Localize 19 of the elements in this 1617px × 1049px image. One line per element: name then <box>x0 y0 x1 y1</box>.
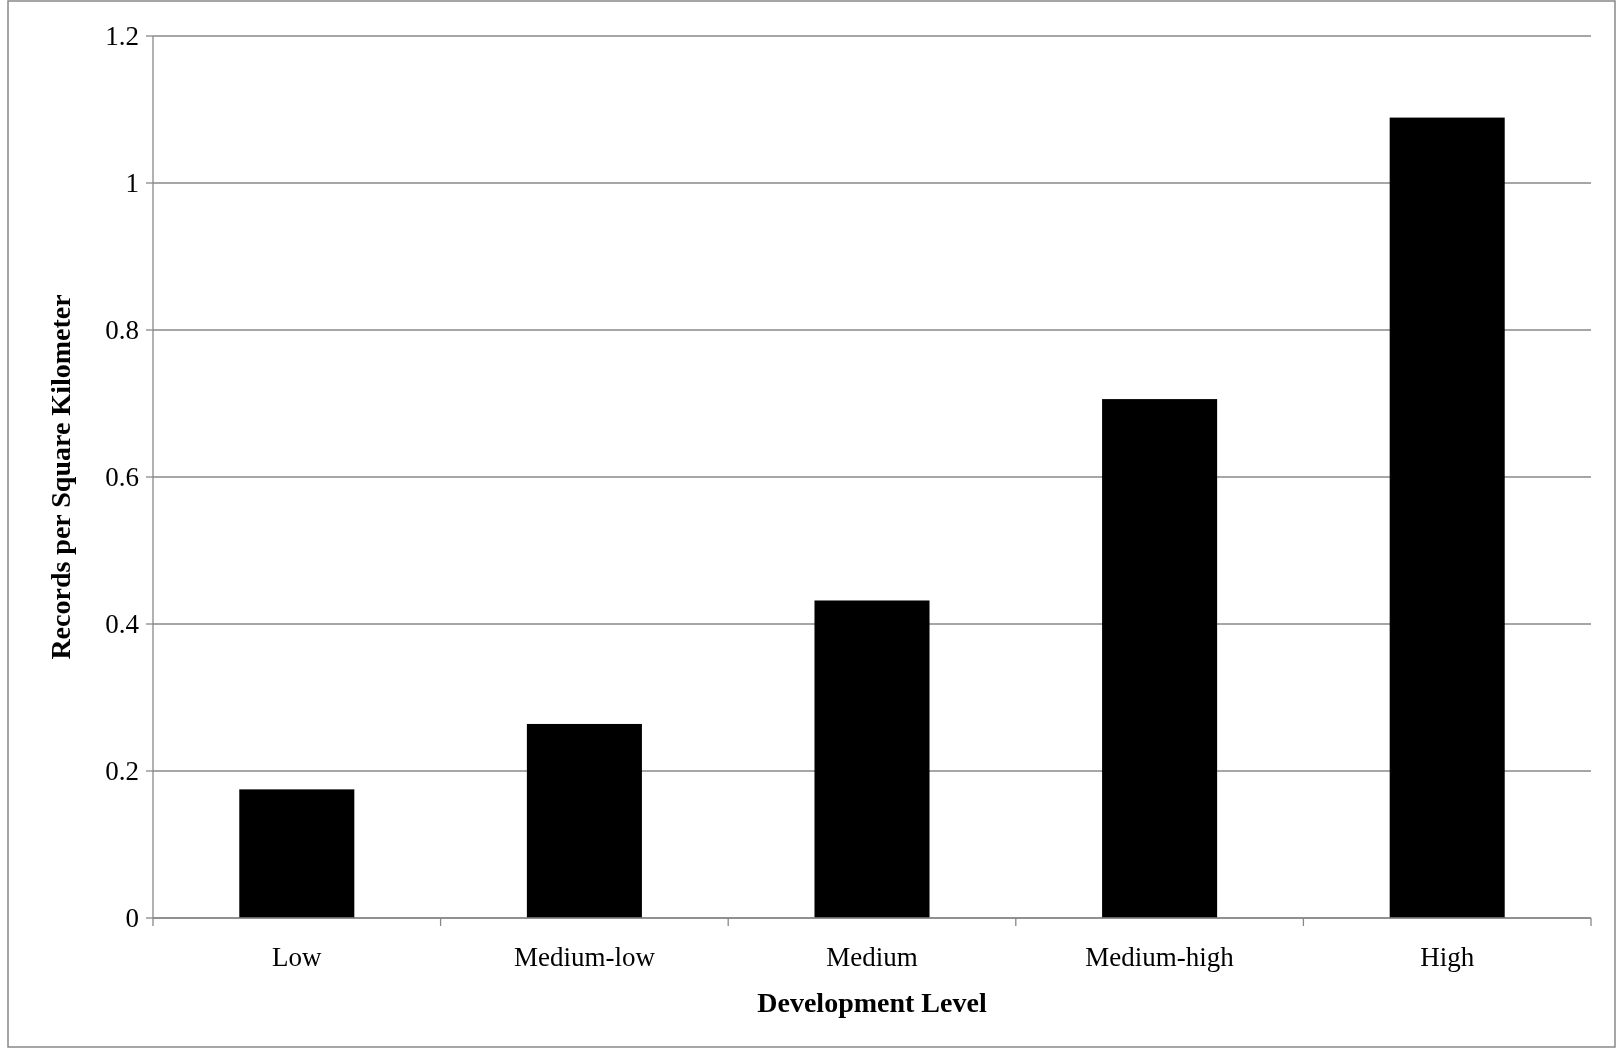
bar <box>239 789 355 918</box>
x-tick-label: Medium-high <box>1085 942 1235 972</box>
y-tick-label: 1.2 <box>105 21 139 52</box>
bar <box>1389 117 1505 918</box>
y-axis-title: Records per Square Kilometer <box>45 294 76 660</box>
bar <box>814 600 930 918</box>
x-tick-label: Medium-low <box>513 942 656 972</box>
y-tick-label: 0.8 <box>105 315 139 346</box>
y-tick-label: 1 <box>125 168 139 199</box>
y-tick-label: 0.6 <box>105 462 139 493</box>
x-tick-label: High <box>1420 942 1475 972</box>
y-tick-label: 0 <box>125 903 139 934</box>
y-tick-label: 0.4 <box>105 609 140 640</box>
y-tick-label: 0.2 <box>105 756 139 787</box>
bar <box>1102 399 1218 918</box>
x-tick-label: Low <box>272 942 323 972</box>
bar <box>526 723 642 918</box>
x-axis-title: Development Level <box>757 987 987 1018</box>
x-tick-label: Medium <box>826 942 918 972</box>
